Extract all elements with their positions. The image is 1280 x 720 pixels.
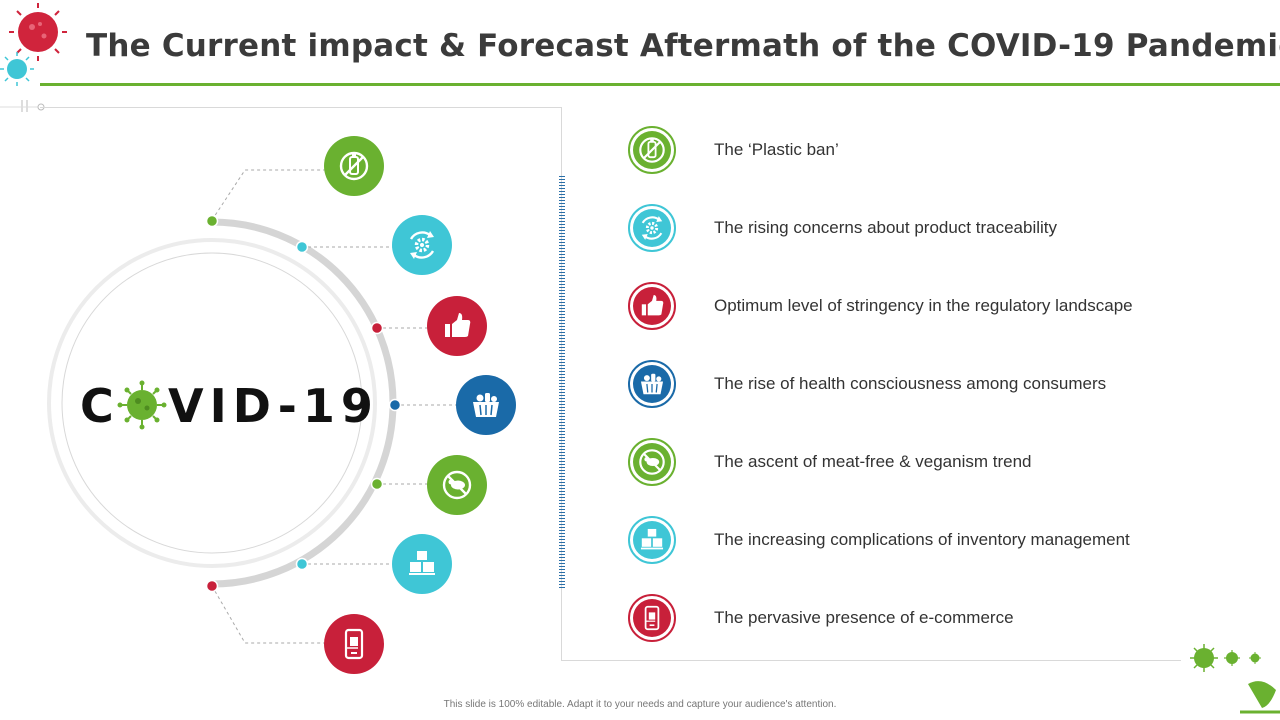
list-item-label: The increasing complications of inventor… [714,530,1130,549]
no-meat-icon [628,438,676,486]
covid-letters-vid19: VID-19 [168,379,379,433]
list-item-plastic-ban: The ‘Plastic ban’ [628,124,839,176]
list-item-label: The ‘Plastic ban’ [714,140,839,159]
list-item-label: The rise of health consciousness among c… [714,374,1107,393]
title-underline [40,83,1280,86]
thumbs-up-icon [628,282,676,330]
covid-center-circle [47,218,397,588]
footer-note: This slide is 100% editable. Adapt it to… [443,699,837,710]
page-title: The Current impact & Forecast Aftermath … [86,28,1280,64]
stacked-boxes-icon [392,534,452,594]
list-item-label: The rising concerns about product tracea… [714,218,1058,237]
list-item-inventory: The increasing complications of inventor… [628,514,1130,566]
list-item-veganism: The ascent of meat-free & veganism trend [628,436,1032,488]
grocery-basket-icon [456,375,516,435]
list-item-regulatory: Optimum level of stringency in the regul… [628,280,1133,332]
no-plastic-bottle-icon [324,136,384,196]
covid-letter-c: C [80,379,114,433]
list-item-ecommerce: The pervasive presence of e-commerce [628,592,1014,644]
virus-decoration-cyan-icon [0,52,34,86]
grocery-basket-icon [628,360,676,408]
stacked-boxes-icon [628,516,676,564]
gear-cycle-icon [392,215,452,275]
no-plastic-bottle-icon [628,126,676,174]
thumbs-up-icon [427,296,487,356]
frame-top-line [40,107,562,108]
list-item-label: The ascent of meat-free & veganism trend [714,452,1032,471]
dotted-divider [559,176,565,590]
list-item-label: The pervasive presence of e-commerce [714,608,1014,627]
virus-o-icon [117,380,167,430]
mobile-shopping-icon [324,614,384,674]
gear-cycle-icon [628,204,676,252]
arc-dots [205,214,402,593]
connector-lines [211,169,457,644]
list-item-traceability: The rising concerns about product tracea… [628,202,1057,254]
frame-bottom-line [561,660,1181,661]
virus-decoration-red-icon [9,3,67,61]
virus-decoration-green-icon [1190,644,1261,672]
list-item-health: The rise of health consciousness among c… [628,358,1106,410]
no-meat-icon [427,455,487,515]
list-item-label: Optimum level of stringency in the regul… [714,296,1133,315]
leaf-decoration-icon [1240,681,1280,714]
mobile-shopping-icon [628,594,676,642]
covid-wordmark: C VID-19 [80,379,379,433]
